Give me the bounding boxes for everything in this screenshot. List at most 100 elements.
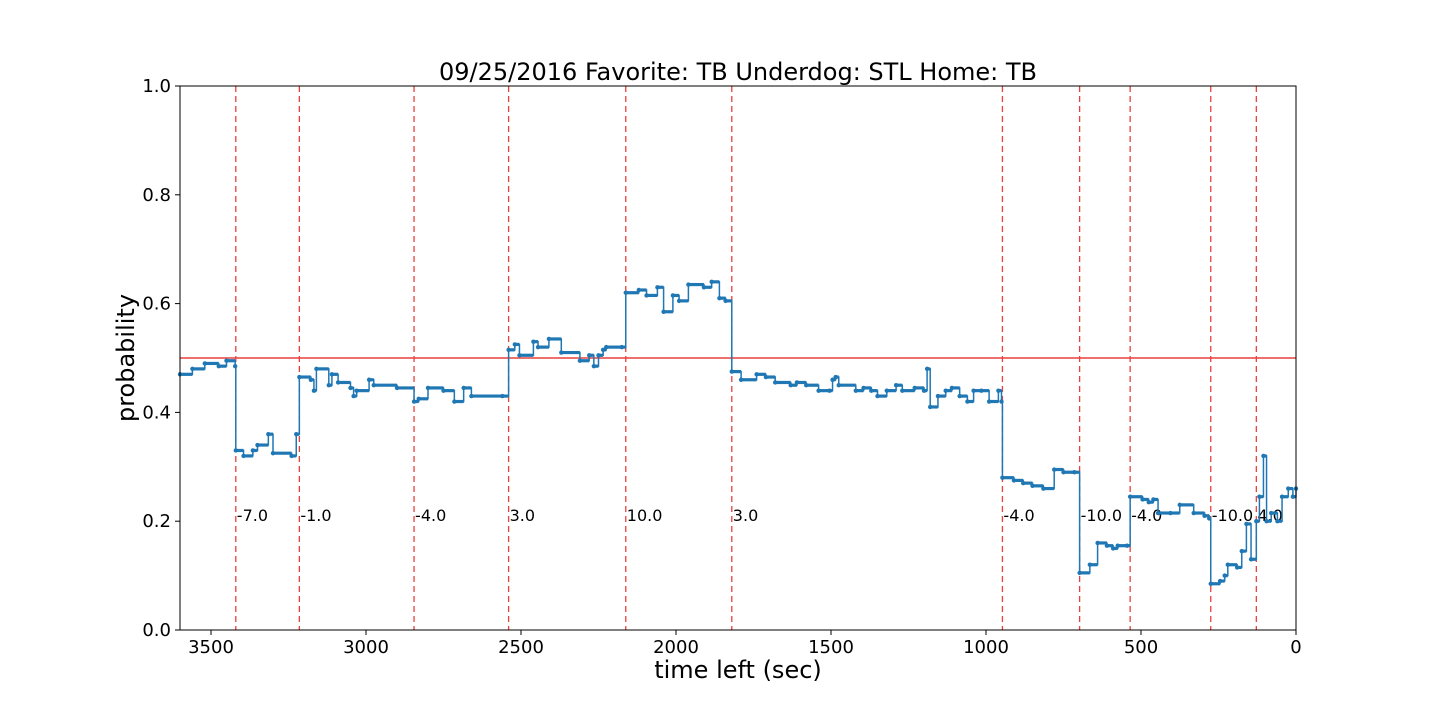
data-point [644, 293, 649, 298]
data-point [314, 366, 319, 372]
y-tick-label: 1.0 [142, 76, 171, 97]
data-point [986, 399, 992, 404]
data-point [723, 298, 728, 304]
data-point [1127, 494, 1133, 499]
data-point [709, 279, 714, 285]
data-point [416, 396, 421, 401]
data-point [452, 399, 457, 404]
data-point [738, 377, 744, 382]
data-point [255, 442, 260, 448]
data-point [1095, 540, 1100, 546]
scoring-event-label: -1.0 [300, 506, 331, 525]
y-tick-label: 0.8 [142, 185, 171, 206]
data-point [216, 363, 221, 369]
data-point [754, 372, 759, 377]
data-point [900, 388, 905, 393]
data-point [1052, 467, 1057, 472]
chart-title: 09/25/2016 Favorite: TB Underdog: STL Ho… [439, 58, 1037, 86]
y-axis-label: probability [112, 294, 140, 422]
data-point [661, 309, 666, 314]
x-axis: 3500 3000 2500 2000 1500 1000 500 0 [188, 630, 1302, 658]
data-point [531, 339, 536, 344]
data-point [311, 388, 317, 393]
data-point [893, 383, 899, 388]
data-point [250, 448, 256, 453]
scoring-event-label: 10.0 [627, 506, 663, 525]
data-point [996, 388, 1001, 393]
data-point [517, 353, 522, 358]
data-point [1124, 543, 1130, 548]
data-point [297, 374, 302, 380]
data-point [1177, 502, 1182, 508]
y-tick-label: 0.6 [142, 294, 171, 315]
y-axis: 0.0 0.2 0.4 0.6 0.8 1.0 [142, 76, 180, 641]
y-tick-label: 0.0 [142, 620, 171, 641]
data-point [1191, 510, 1196, 516]
data-point [676, 298, 682, 304]
data-point [830, 377, 835, 382]
data-point [1041, 486, 1046, 491]
data-point [729, 369, 734, 374]
scoring-event-label: -7.0 [237, 506, 268, 525]
data-point [836, 383, 841, 388]
data-point [717, 295, 722, 301]
data-point [884, 388, 889, 393]
data-point [655, 285, 660, 290]
data-point [326, 383, 331, 388]
data-point [461, 385, 466, 391]
x-tick-label: 1000 [963, 637, 1009, 658]
data-point [441, 388, 446, 393]
x-tick-label: 0 [1290, 637, 1301, 658]
data-point [686, 282, 691, 287]
x-tick-label: 1500 [808, 637, 854, 658]
scoring-event-label: -4.0 [1003, 506, 1034, 525]
data-point [559, 350, 564, 355]
data-point [1115, 543, 1120, 548]
data-point [1030, 483, 1035, 489]
y-tick-label: 0.4 [142, 402, 171, 423]
data-point [1264, 519, 1269, 524]
data-point [354, 388, 359, 393]
data-point [1061, 470, 1066, 475]
data-point [241, 453, 246, 459]
data-point [1072, 470, 1077, 475]
data-point [394, 385, 400, 391]
data-point [1244, 521, 1249, 527]
data-point [1257, 494, 1262, 499]
data-point [623, 290, 628, 295]
scoring-event-label: 3.0 [733, 506, 758, 525]
data-point [425, 385, 431, 391]
data-point [348, 385, 353, 391]
data-point [202, 361, 207, 366]
data-point [596, 353, 601, 358]
data-point [1021, 480, 1026, 486]
y-tick-label: 0.2 [142, 511, 171, 532]
data-point [1087, 562, 1093, 567]
data-point [861, 385, 866, 391]
data-point [577, 358, 583, 363]
data-point [1110, 546, 1116, 551]
data-point [875, 393, 880, 399]
x-tick-label: 2500 [498, 637, 544, 658]
data-point [1234, 565, 1240, 570]
data-point [827, 388, 832, 393]
x-tick-label: 500 [1124, 637, 1158, 658]
data-point [506, 347, 511, 353]
data-point [351, 393, 356, 399]
data-point [1275, 519, 1280, 524]
data-point [1202, 513, 1207, 518]
x-tick-label: 3000 [343, 637, 389, 658]
x-tick-label: 3500 [188, 637, 234, 658]
x-axis-label: time left (sec) [654, 656, 822, 684]
data-point [500, 393, 505, 399]
data-point [619, 344, 624, 350]
data-point [965, 399, 970, 404]
data-point [546, 336, 552, 342]
data-point [971, 388, 976, 393]
data-point [1286, 486, 1291, 491]
data-point [943, 388, 948, 393]
data-point [411, 399, 417, 404]
data-point [1104, 543, 1110, 548]
data-point [921, 388, 927, 393]
